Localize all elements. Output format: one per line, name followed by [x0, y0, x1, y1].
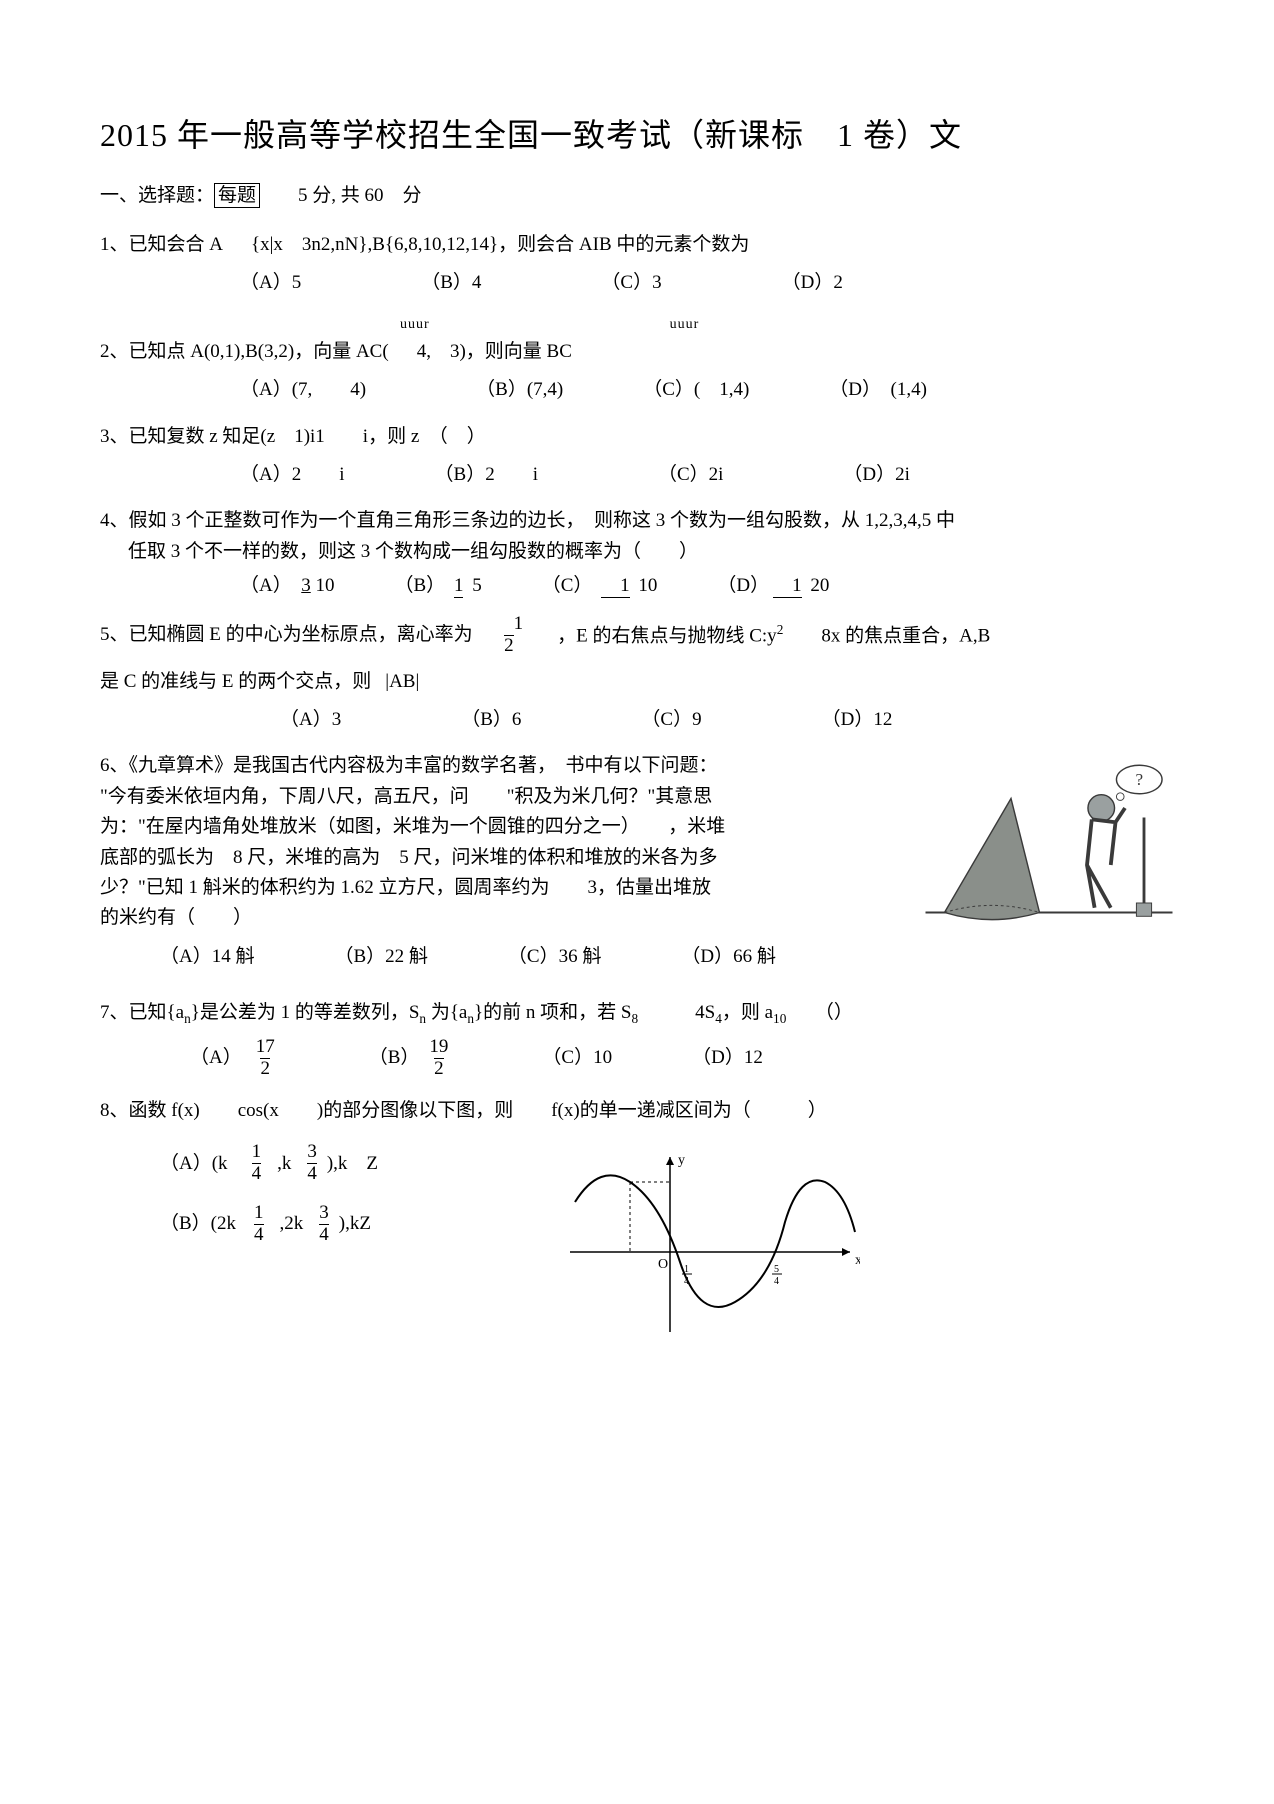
q4-stem-2: 任取 3 个不一样的数，则这 3 个数构成一组勾股数的概率为（ ） — [100, 537, 1174, 567]
section-label: 一、选择题： — [100, 185, 214, 206]
q2-stem-b: 4, 3)，则向量 BC — [417, 337, 572, 367]
q5-opt-b: （B）6 — [461, 705, 521, 735]
svg-text:4: 4 — [774, 1276, 779, 1287]
q2-uuur-2: uuur — [670, 314, 700, 336]
q1-stem-b: {x|x 3n2,nN},B{6,8,10,12,14}，则会合 AIB 中的元… — [251, 230, 749, 260]
q8-graph: x y O 1 4 5 4 — [560, 1142, 860, 1342]
q5-options: （A）3 （B）6 （C）9 （D）12 — [100, 705, 1174, 735]
q5-stem-a: 5、已知椭圆 E 的中心为坐标原点，离心率为 — [100, 620, 473, 650]
q3-opt-b: （B）2 i — [435, 460, 538, 490]
q4-opt-b: （B） 1 5 — [395, 575, 482, 598]
per-question: 每题 — [214, 183, 260, 208]
q4-opt-c: （C） 1 10 — [542, 575, 658, 598]
q2-opt-c: （C）( 1,4) — [643, 375, 749, 405]
q8-opt-a: （A）(k 14 ,k 34 ),k Z — [160, 1142, 560, 1185]
q6-opt-d: （D）66 斛 — [681, 942, 775, 972]
q3-options: （A）2 i （B）2 i （C）2i （D）2i — [100, 460, 1174, 490]
q5-half: 12 — [495, 614, 524, 657]
q1-opt-a: （A）5 — [240, 268, 301, 298]
q3-opt-d: （D）2i — [843, 460, 910, 490]
q1-options: （A）5 （B）4 （C）3 （D）2 — [100, 268, 1174, 298]
q8-stem: 8、函数 f(x) cos(x )的部分图像以下图，则 f(x)的单一递减区间为… — [100, 1096, 1174, 1126]
q7-opt-c: （C）10 — [542, 1043, 612, 1073]
q8-options-col: （A）(k 14 ,k 34 ),k Z （B）(2k 14 ,2k 34 ),… — [100, 1142, 560, 1342]
question-8: 8、函数 f(x) cos(x )的部分图像以下图，则 f(x)的单一递减区间为… — [100, 1096, 1174, 1342]
svg-text:1: 1 — [684, 1264, 689, 1275]
exam-title: 2015 年一般高等学校招生全国一致考试（新课标 1 卷）文 — [100, 110, 1174, 161]
q1-opt-b: （B）4 — [421, 268, 481, 298]
q5-opt-d: （D）12 — [822, 705, 893, 735]
q4-options: （A） 3 10 （B） 1 5 （C） 1 10 （D） 1 20 — [100, 575, 1174, 598]
q1-stem-a: 1、已知会合 A — [100, 230, 223, 260]
svg-text:x: x — [855, 1253, 860, 1268]
section-1-header: 一、选择题：每题 5 分, 共 60 分 — [100, 181, 1174, 211]
q4-stem-1: 4、假如 3 个正整数可作为一个直角三角形三条边的边长， 则称这 3 个数为一组… — [100, 506, 1174, 536]
cone-person-icon: ? — [924, 751, 1174, 941]
q3-stem: 3、已知复数 z 知足(z 1)i1 i，则 z （ ） — [100, 422, 486, 452]
question-5: 5、已知椭圆 E 的中心为坐标原点，离心率为 12 ，E 的右焦点与抛物线 C:… — [100, 614, 1174, 736]
q2-stem-a: 2、已知点 A(0,1),B(3,2)，向量 AC( — [100, 337, 389, 367]
q4-opt-a: （A） 3 10 — [240, 575, 335, 598]
q5-ab: |AB| — [385, 667, 419, 697]
q2-uuur-1: uuur — [400, 314, 430, 336]
q2-opt-b: （B）(7,4) — [476, 375, 563, 405]
q7-options: （A） 172 （B） 192 （C）10 （D）12 — [100, 1037, 1174, 1080]
question-4: 4、假如 3 个正整数可作为一个直角三角形三条边的边长， 则称这 3 个数为一组… — [100, 506, 1174, 598]
q5-opt-a: （A）3 — [280, 705, 341, 735]
cosine-graph-icon: x y O 1 4 5 4 — [560, 1142, 860, 1342]
q2-opt-a: （A）(7, 4) — [240, 375, 366, 405]
q1-opt-c: （C）3 — [601, 268, 661, 298]
q7-stem: 7、已知{an}是公差为 1 的等差数列，Sn 为{an}的前 n 项和，若 S… — [100, 998, 1174, 1029]
q7-opt-a: （A） 172 — [190, 1037, 279, 1080]
q6-opt-a: （A）14 斛 — [160, 942, 254, 972]
q6-opt-c: （C）36 斛 — [508, 942, 601, 972]
question-6: ? 6、《九章算术》是我国古代内容极为丰富的数学名著， 书中有以下问题： "今有… — [100, 751, 1174, 982]
question-3: 3、已知复数 z 知足(z 1)i1 i，则 z （ ） （A）2 i （B）2… — [100, 422, 1174, 491]
q7-opt-d: （D）12 — [692, 1043, 763, 1073]
q6-opt-b: （B）22 斛 — [334, 942, 427, 972]
q1-opt-d: （D）2 — [782, 268, 843, 298]
q8-opt-b: （B）(2k 14 ,2k 34 ),kZ — [160, 1203, 560, 1246]
question-1: 1、已知会合 A {x|x 3n2,nN},B{6,8,10,12,14}，则会… — [100, 230, 1174, 299]
q5-stem-2a: 是 C 的准线与 E 的两个交点，则 — [100, 667, 371, 697]
svg-text:4: 4 — [684, 1276, 689, 1287]
svg-text:5: 5 — [774, 1264, 779, 1275]
q5-opt-c: （C）9 — [641, 705, 701, 735]
q3-opt-c: （C）2i — [658, 460, 723, 490]
question-7: 7、已知{an}是公差为 1 的等差数列，Sn 为{an}的前 n 项和，若 S… — [100, 998, 1174, 1080]
question-2: uuur uuur 2、已知点 A(0,1),B(3,2)，向量 AC( 4, … — [100, 314, 1174, 405]
q3-opt-a: （A）2 i — [240, 460, 345, 490]
q7-opt-b: （B） 192 — [369, 1037, 453, 1080]
svg-text:?: ? — [1135, 771, 1143, 790]
q2-options: （A）(7, 4) （B）(7,4) （C）( 1,4) （D） (1,4) — [100, 375, 1174, 405]
q6-options: （A）14 斛 （B）22 斛 （C）36 斛 （D）66 斛 — [100, 942, 1174, 972]
q4-opt-d: （D） 1 20 — [717, 575, 829, 598]
svg-text:y: y — [678, 1153, 685, 1168]
q6-figure: ? — [924, 751, 1174, 941]
q2-opt-d: （D） (1,4) — [829, 375, 927, 405]
svg-text:O: O — [658, 1257, 668, 1272]
